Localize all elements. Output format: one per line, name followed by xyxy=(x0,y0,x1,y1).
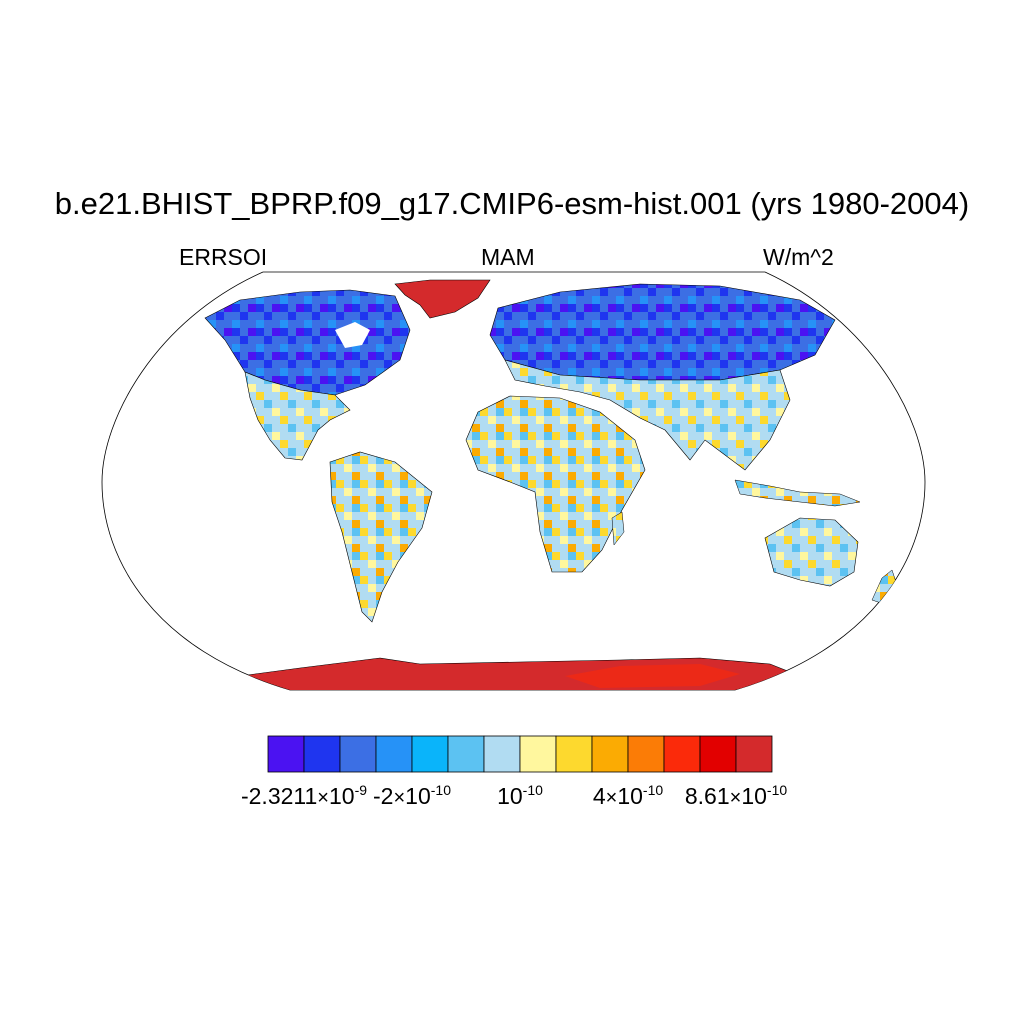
colorbar-box xyxy=(519,735,557,773)
colorbar-box xyxy=(663,735,701,773)
colorbar-box xyxy=(411,735,449,773)
colorbar-box xyxy=(591,735,629,773)
australia xyxy=(764,517,859,587)
north-america-mid xyxy=(244,371,351,461)
colorbar-box xyxy=(627,735,665,773)
south-america xyxy=(329,451,433,623)
units-label: W/m^2 xyxy=(763,244,834,270)
colorbar-box xyxy=(735,735,773,773)
eurasia-north xyxy=(489,283,836,381)
colorbar-box xyxy=(447,735,485,773)
colorbar-box xyxy=(483,735,521,773)
colorbar-tick-label: 4×10-10 xyxy=(592,782,664,809)
antarctica-deep-red xyxy=(565,664,740,688)
colorbar-tick-label: 10-10 xyxy=(497,782,543,809)
colorbar-tick-label: -2×10-10 xyxy=(373,782,451,809)
indonesia-islands xyxy=(734,479,861,507)
africa xyxy=(465,395,646,573)
colorbar xyxy=(267,735,773,773)
season-label: MAM xyxy=(481,244,535,270)
variable-label: ERRSOI xyxy=(179,244,268,270)
greenland xyxy=(394,279,491,319)
hudson-bay-gap xyxy=(335,322,370,348)
colorbar-tick-label: 8.61×10-10 xyxy=(684,782,788,809)
colorbar-box xyxy=(303,735,341,773)
map-title: b.e21.BHIST_BPRP.f09_g17.CMIP6-esm-hist.… xyxy=(54,186,970,221)
colorbar-box xyxy=(699,735,737,773)
colorbar-tick-label: -2.3211×10-9 xyxy=(240,782,368,809)
madagascar xyxy=(611,511,625,546)
colorbar-box xyxy=(375,735,413,773)
colorbar-box xyxy=(555,735,593,773)
colorbar-box xyxy=(267,735,305,773)
colorbar-box xyxy=(339,735,377,773)
eurasia-south xyxy=(504,359,791,471)
